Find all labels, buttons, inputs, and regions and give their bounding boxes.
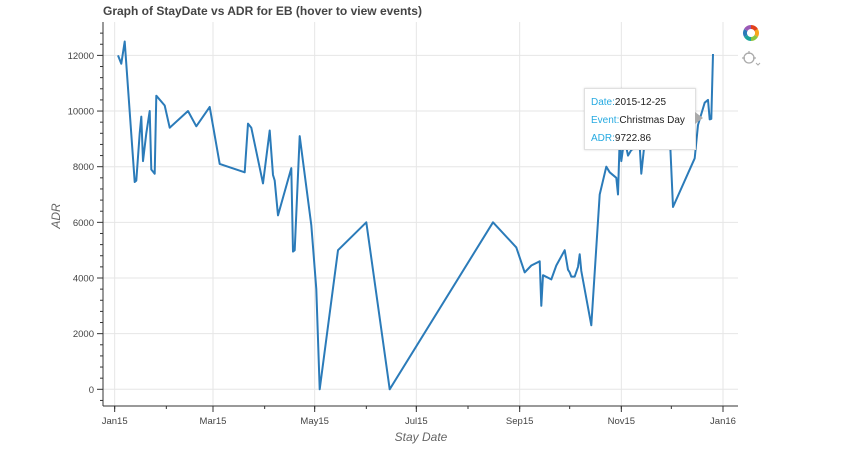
- x-tick-label: Jul15: [405, 416, 428, 427]
- axes: [102, 22, 738, 407]
- tooltip-row-date: Date:2015-12-25: [591, 94, 689, 112]
- tooltip-event-key: Event:: [591, 115, 620, 126]
- y-tick-label: 4000: [73, 274, 94, 285]
- y-tick-label: 10000: [68, 107, 94, 118]
- y-tick-label: 8000: [73, 162, 94, 173]
- x-axis-label: Stay Date: [395, 430, 448, 444]
- y-tick-label: 2000: [73, 329, 94, 340]
- x-tick-label: May15: [300, 416, 329, 427]
- hover-tooltip: Date:2015-12-25 Event:Christmas Day ADR:…: [584, 88, 703, 150]
- x-tick-label: Nov15: [608, 416, 635, 427]
- tooltip-date-value: 2015-12-25: [614, 97, 667, 108]
- y-axis-ticks: 0 2000 4000 6000 8000 10000 12000: [68, 32, 103, 401]
- x-tick-label: Jan16: [710, 416, 736, 427]
- y-axis-label: ADR: [49, 203, 63, 230]
- bokeh-logo-icon[interactable]: [740, 22, 762, 44]
- y-tick-label: 12000: [68, 51, 94, 62]
- x-tick-label: Mar15: [200, 416, 227, 427]
- tooltip-arrow: [695, 112, 703, 124]
- series-group[interactable]: [117, 40, 714, 391]
- chart-title: Graph of StayDate vs ADR for EB (hover t…: [103, 4, 422, 18]
- tooltip-adr-value: 9722.86: [614, 133, 652, 144]
- tooltip-row-adr: ADR:9722.86: [591, 130, 689, 148]
- x-axis-ticks: Jan15 Mar15 May15 Jul15 Sep15 Nov15 Jan16: [102, 406, 736, 427]
- hover-tool-icon[interactable]: [740, 48, 762, 70]
- toolbar: [740, 22, 764, 74]
- tooltip-adr-key: ADR:: [591, 133, 615, 144]
- x-tick-label: Sep15: [506, 416, 533, 427]
- series-line-adr[interactable]: [117, 40, 714, 391]
- y-tick-label: 6000: [73, 218, 94, 229]
- grid: [103, 22, 738, 406]
- tooltip-row-event: Event:Christmas Day: [591, 112, 689, 130]
- y-tick-label: 0: [89, 385, 94, 396]
- tooltip-date-key: Date:: [591, 97, 615, 108]
- tooltip-event-value: Christmas Day: [619, 115, 685, 126]
- x-tick-label: Jan15: [102, 416, 128, 427]
